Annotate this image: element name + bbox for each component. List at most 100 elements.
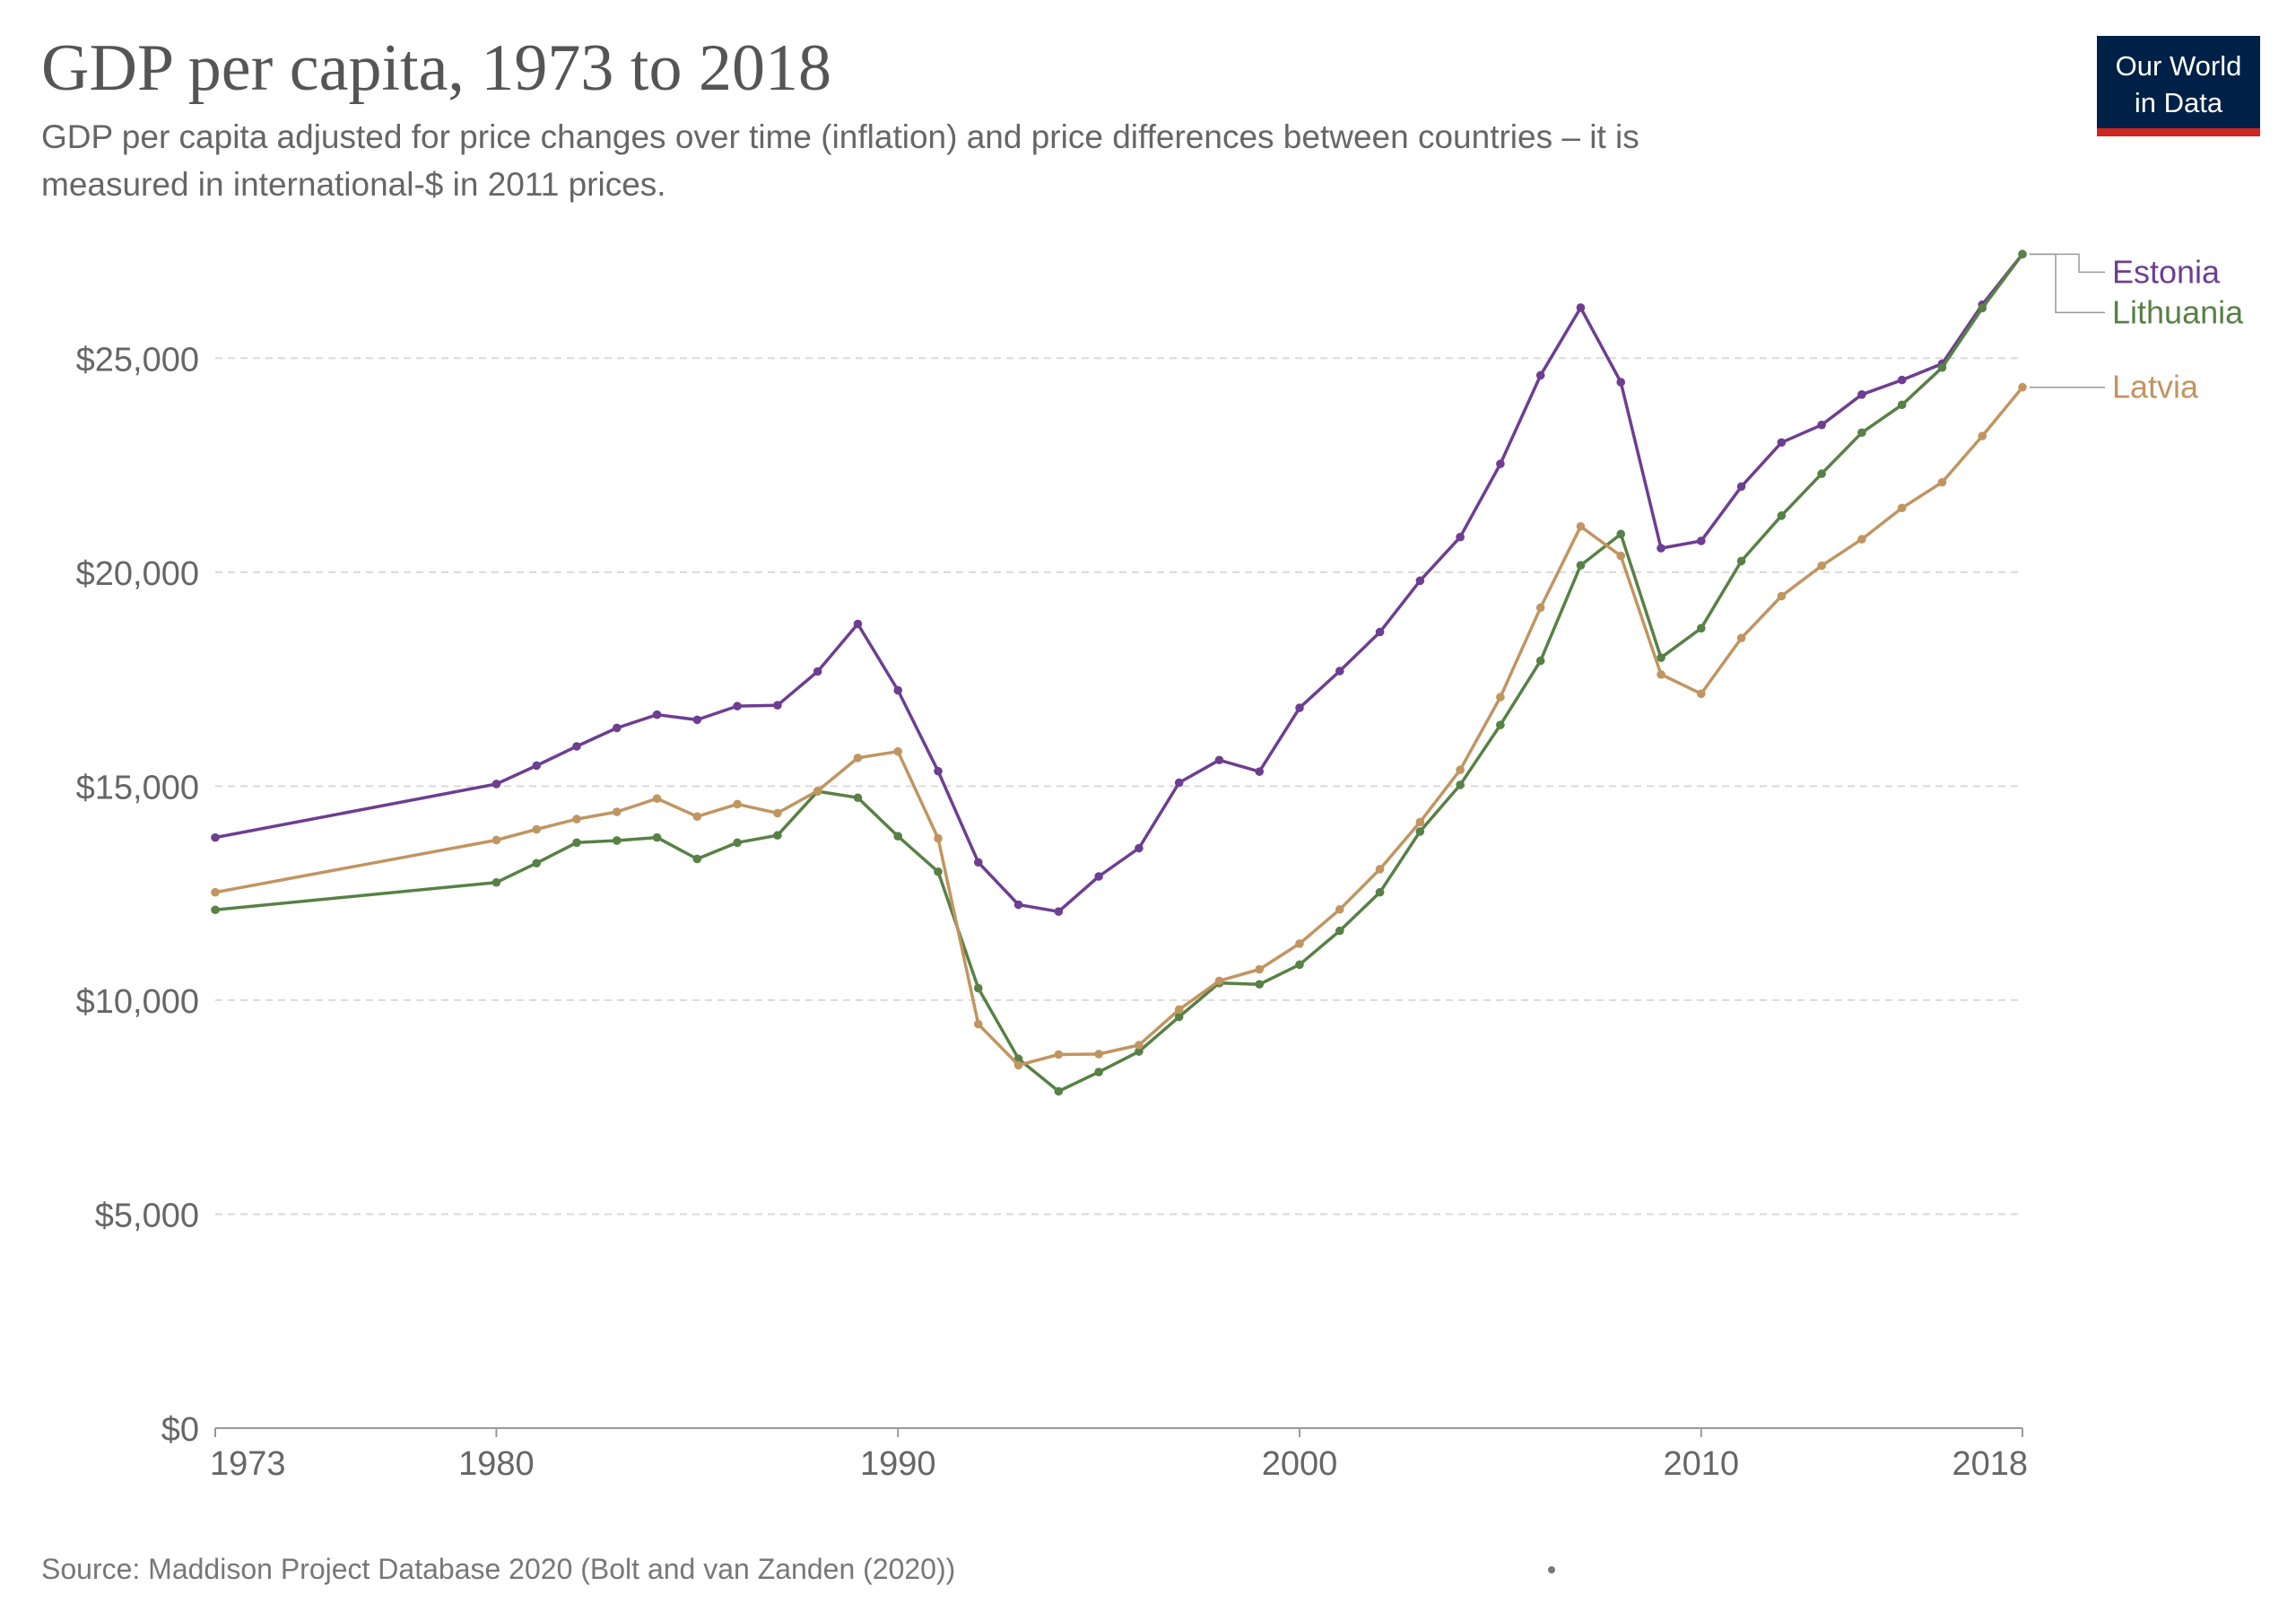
data-point-latvia [1657, 670, 1665, 679]
data-point-latvia [773, 808, 782, 818]
data-point-lithuania [612, 836, 622, 845]
data-point-estonia [1576, 303, 1586, 312]
data-point-estonia [1335, 667, 1344, 675]
chart-title: GDP per capita, 1973 to 2018 [41, 31, 831, 105]
data-point-latvia [853, 754, 863, 763]
data-point-latvia [1415, 817, 1425, 827]
data-point-estonia [1736, 482, 1746, 492]
data-point-latvia [1135, 1041, 1144, 1050]
data-point-latvia [1255, 964, 1265, 974]
data-point-latvia [1937, 477, 1947, 487]
data-point-lithuania [1456, 780, 1465, 789]
data-point-latvia [1978, 431, 1987, 440]
legend-label-latvia: Latvia [2112, 369, 2199, 405]
data-point-lithuania [532, 858, 542, 868]
data-point-estonia [1013, 900, 1023, 910]
data-point-estonia [1375, 627, 1385, 637]
data-point-estonia [1897, 375, 1907, 385]
data-point-latvia [1616, 551, 1626, 561]
data-point-estonia [773, 701, 782, 710]
y-tick-label: $10,000 [76, 983, 199, 1021]
data-point-lithuania [1857, 428, 1866, 438]
data-point-latvia [1535, 603, 1545, 613]
data-point-lithuania [1535, 656, 1545, 666]
x-tick-label: 1990 [860, 1445, 936, 1483]
series-estonia [211, 249, 2027, 916]
data-point-latvia [1295, 939, 1304, 948]
data-point-estonia [1657, 544, 1665, 553]
x-tick-label: 2018 [1952, 1445, 2028, 1483]
chart-subtitle-line2: measured in international-$ in 2011 pric… [41, 166, 666, 203]
data-point-lithuania [853, 793, 863, 803]
data-point-lithuania [1496, 720, 1505, 729]
logo-line2: in Data [2135, 87, 2223, 118]
data-point-lithuania [652, 832, 662, 842]
data-point-latvia [211, 887, 220, 897]
y-axis-tick-labels: $0 $5,000 $10,000 $15,000 $20,000 $25,000 [76, 341, 199, 1449]
data-point-latvia [1375, 865, 1385, 874]
owid-logo[interactable]: Our World in Data [2097, 36, 2260, 136]
data-point-latvia [1897, 503, 1907, 513]
data-point-lithuania [1375, 887, 1385, 897]
data-point-lithuania [733, 838, 742, 848]
chart-subtitle-line1: GDP per capita adjusted for price change… [41, 118, 1639, 155]
data-point-latvia [491, 835, 501, 845]
data-point-lithuania [773, 831, 782, 841]
data-point-latvia [1696, 689, 1706, 699]
series-lines [211, 249, 2027, 1096]
data-point-latvia [1777, 591, 1787, 601]
data-point-estonia [1696, 536, 1706, 545]
data-point-latvia [1094, 1050, 1103, 1059]
data-point-lithuania [1777, 511, 1787, 520]
y-tick-label: $25,000 [76, 341, 199, 379]
data-point-estonia [1415, 576, 1425, 586]
data-point-estonia [652, 710, 662, 719]
series-lithuania [211, 249, 2027, 1096]
data-point-latvia [2018, 382, 2027, 392]
series-line-lithuania [214, 253, 2024, 1094]
x-tick-label: 2000 [1262, 1445, 1338, 1483]
data-point-latvia [1817, 561, 1826, 571]
data-point-lithuania [1736, 556, 1746, 566]
data-point-latvia [973, 1019, 983, 1029]
data-point-estonia [692, 715, 702, 725]
legend-connector [2030, 253, 2105, 274]
data-point-lithuania [692, 854, 702, 864]
data-point-estonia [893, 685, 903, 695]
data-point-estonia [1214, 755, 1224, 765]
data-point-lithuania [893, 832, 903, 841]
data-point-estonia [1535, 370, 1545, 380]
data-point-estonia [1777, 438, 1787, 448]
data-point-latvia [893, 746, 903, 756]
data-point-lithuania [1135, 1047, 1144, 1056]
data-point-lithuania [1657, 653, 1665, 663]
data-point-estonia [1817, 420, 1826, 430]
logo-line1: Our World [2116, 50, 2242, 82]
data-point-estonia [1094, 872, 1103, 881]
legend-label-estonia: Estonia [2112, 253, 2221, 290]
series-latvia [211, 382, 2027, 1070]
data-point-estonia [1857, 390, 1866, 399]
data-point-estonia [491, 780, 501, 789]
data-point-latvia [1054, 1050, 1064, 1059]
logo-accent-bar [2097, 128, 2260, 136]
legend-label-lithuania: Lithuania [2112, 293, 2244, 330]
legend-connector [2030, 253, 2105, 314]
x-axis: 1973 1980 1990 2000 2010 2018 [210, 1427, 2028, 1483]
data-point-lithuania [1897, 400, 1907, 410]
data-point-lithuania [1094, 1068, 1103, 1076]
y-tick-label: $15,000 [76, 769, 199, 806]
data-point-lithuania [1174, 1012, 1184, 1022]
data-point-lithuania [1415, 827, 1425, 836]
data-point-lithuania [1817, 469, 1826, 478]
data-point-estonia [532, 761, 542, 771]
data-point-latvia [1335, 904, 1344, 914]
data-point-lithuania [211, 905, 220, 915]
data-point-latvia [1576, 521, 1586, 531]
data-point-lithuania [1978, 303, 1987, 313]
data-point-estonia [211, 832, 220, 842]
series-line-estonia [214, 253, 2024, 913]
data-point-latvia [1456, 765, 1465, 775]
